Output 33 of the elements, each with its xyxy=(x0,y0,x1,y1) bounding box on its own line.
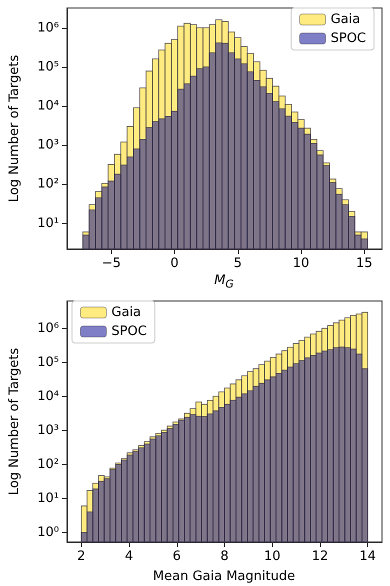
x-tick-label: −5 xyxy=(102,256,121,271)
x-tick-label: 4 xyxy=(124,549,134,564)
y-tick-label: 10⁶ xyxy=(37,20,59,36)
y-tick-label: 10² xyxy=(37,456,59,472)
y-tick-label: 10⁴ xyxy=(37,98,59,114)
y-tick-label: 10² xyxy=(37,176,59,192)
legend-label: Gaia xyxy=(330,12,360,27)
x-tick-label: 10 xyxy=(292,256,310,271)
y-tick-label: 10³ xyxy=(37,138,59,153)
x-tick-label: 2 xyxy=(77,549,86,564)
x-tick-label: 0 xyxy=(170,256,179,271)
y-axis-title: Log Number of Targets xyxy=(7,54,22,202)
x-tick-label: 6 xyxy=(172,549,181,564)
y-tick-label: 10¹ xyxy=(37,216,59,231)
x-tick-label: 15 xyxy=(356,256,373,271)
y-tick-label: 10³ xyxy=(37,422,59,438)
x-tick-label: 8 xyxy=(220,549,229,564)
y-tick-label: 10⁰ xyxy=(37,524,59,540)
y-tick-label: 10⁵ xyxy=(37,355,59,370)
legend-label: SPOC xyxy=(111,324,147,339)
x-axis-title: Mean Gaia Magnitude xyxy=(152,569,296,584)
x-tick-label: 12 xyxy=(312,549,328,564)
legend-label: SPOC xyxy=(330,31,366,46)
x-tick-label: 14 xyxy=(359,549,376,564)
x-axis-title: M$_{G}$ xyxy=(213,273,235,291)
y-tick-label: 10¹ xyxy=(37,490,59,506)
y-tick-label: 10⁵ xyxy=(37,59,59,74)
x-tick-label: 5 xyxy=(234,256,242,271)
y-tick-label: 10⁴ xyxy=(37,389,59,404)
y-tick-label: 10⁶ xyxy=(37,321,59,336)
legend-label: Gaia xyxy=(111,305,142,320)
y-axis-title: Log Number of Targets xyxy=(7,348,22,496)
x-tick-label: 10 xyxy=(264,549,280,564)
